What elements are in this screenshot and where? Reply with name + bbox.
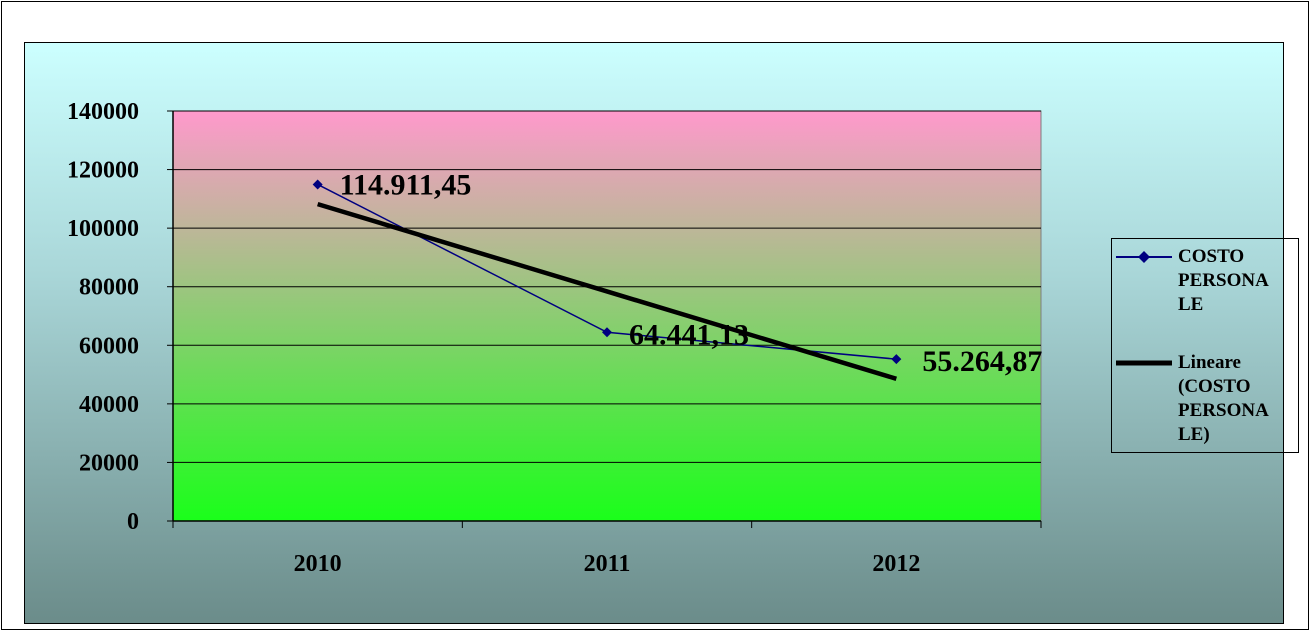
- data-point: [312, 179, 323, 190]
- legend-label-lineare: Lineare (COSTO PERSONA LE): [1178, 351, 1294, 447]
- trendline-lineare: [317, 201, 897, 381]
- legend: COSTO PERSONA LE Lineare (COSTO PERSONA …: [1111, 238, 1299, 453]
- y-tick-label: 40000: [79, 392, 139, 418]
- legend-label-line: LE: [1178, 294, 1204, 315]
- y-tick-label: 140000: [67, 99, 139, 125]
- chart-svg: 0 20000 40000 60000 80000 100000 120000 140000 2…: [67, 99, 1042, 577]
- data-label: 55.264,87: [922, 345, 1042, 378]
- y-tick-label: 60000: [79, 333, 139, 359]
- legend-label-line: (COSTO: [1178, 376, 1251, 397]
- y-tick-label: 0: [127, 509, 139, 535]
- y-tick-label: 80000: [79, 275, 139, 301]
- plot-area: [172, 110, 1042, 522]
- x-tick-label: 2011: [584, 551, 631, 577]
- chart-area: 0 20000 40000 60000 80000 100000 120000 140000 2…: [24, 42, 1299, 624]
- data-label: 64.441,13: [629, 318, 749, 351]
- legend-label-line: Lineare: [1178, 352, 1241, 373]
- y-tick-label: 120000: [67, 158, 139, 184]
- data-label: 114.911,45: [340, 168, 472, 201]
- legend-marker-lineare: [1116, 360, 1172, 366]
- legend-label-costo-personale: COSTO PERSONA LE: [1178, 245, 1294, 317]
- legend-marker-costo-personale: [1116, 251, 1172, 263]
- legend-label-line: PERSONA: [1178, 270, 1269, 291]
- x-tick-label: 2012: [872, 551, 920, 577]
- data-point: [602, 327, 612, 338]
- data-point: [891, 354, 902, 365]
- x-tick-label: 2010: [294, 551, 342, 577]
- legend-label-line: PERSONA: [1178, 400, 1269, 421]
- y-tick-label: 20000: [79, 450, 139, 476]
- legend-label-line: COSTO: [1178, 246, 1245, 267]
- legend-label-line: LE): [1178, 424, 1210, 445]
- y-tick-label: 100000: [67, 216, 139, 242]
